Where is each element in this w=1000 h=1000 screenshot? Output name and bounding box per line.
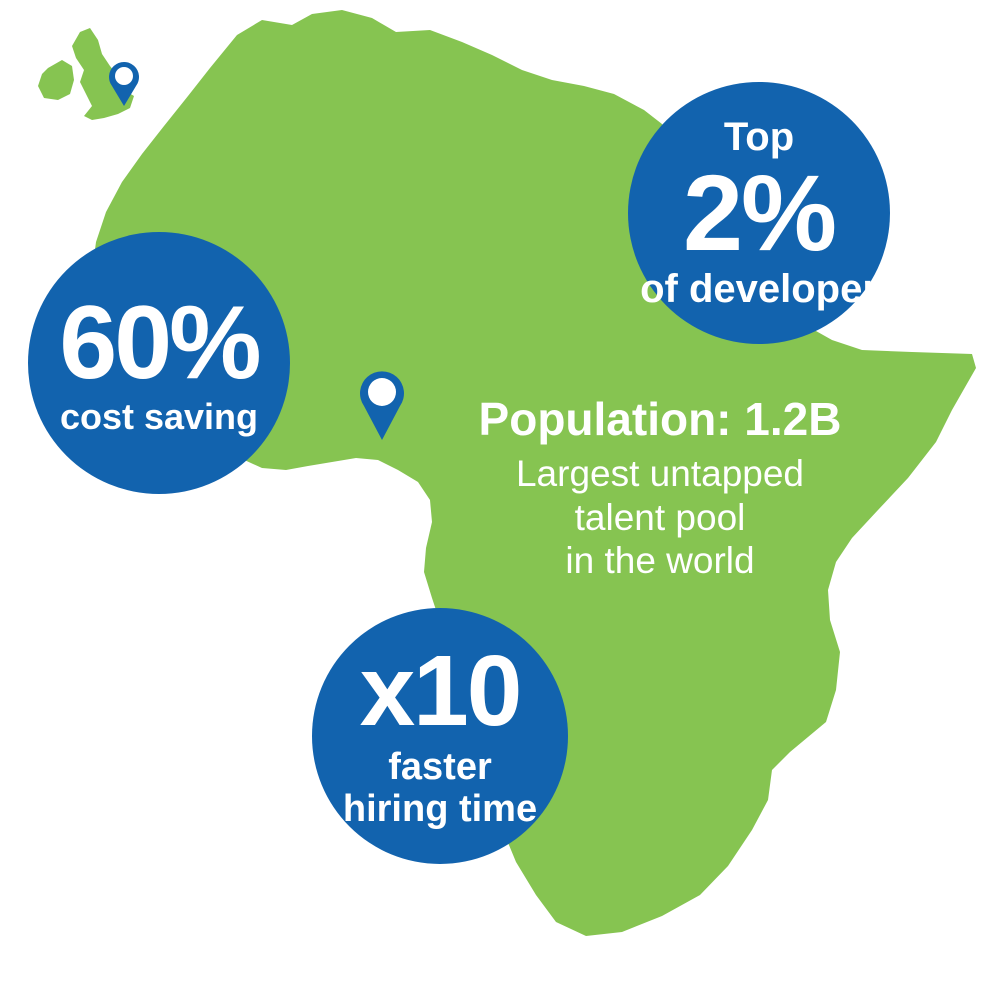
population-line: talent pool [574,496,746,538]
great-britain-map-shape [72,28,134,120]
map-pin-icon [109,62,139,106]
top-developer-stat-circle: Top 2% of developer [628,82,890,344]
top-developer-prefix: Top [723,115,795,159]
population-title: Population: 1.2B [478,393,842,445]
population-line: Largest untapped [515,453,804,494]
africa-map-shape [92,10,976,936]
cost-saving-label: cost saving [59,396,259,437]
hiring-time-stat-circle: x10 faster hiring time [312,608,568,864]
hiring-time-label-line2: hiring time [342,788,538,830]
ireland-map-shape [38,60,74,100]
cost-saving-value: 60% [59,285,261,401]
cost-saving-stat-circle: 60% cost saving [28,232,290,494]
population-info: Population: 1.2B Largest untapped talent… [440,392,880,583]
hiring-time-label-line1: faster [388,746,492,789]
map-pin-icon [360,371,404,440]
top-developer-value: 2% [682,152,837,273]
hiring-time-value: x10 [359,635,523,748]
population-line: in the world [565,540,755,582]
top-developer-label: of developer [640,267,878,311]
